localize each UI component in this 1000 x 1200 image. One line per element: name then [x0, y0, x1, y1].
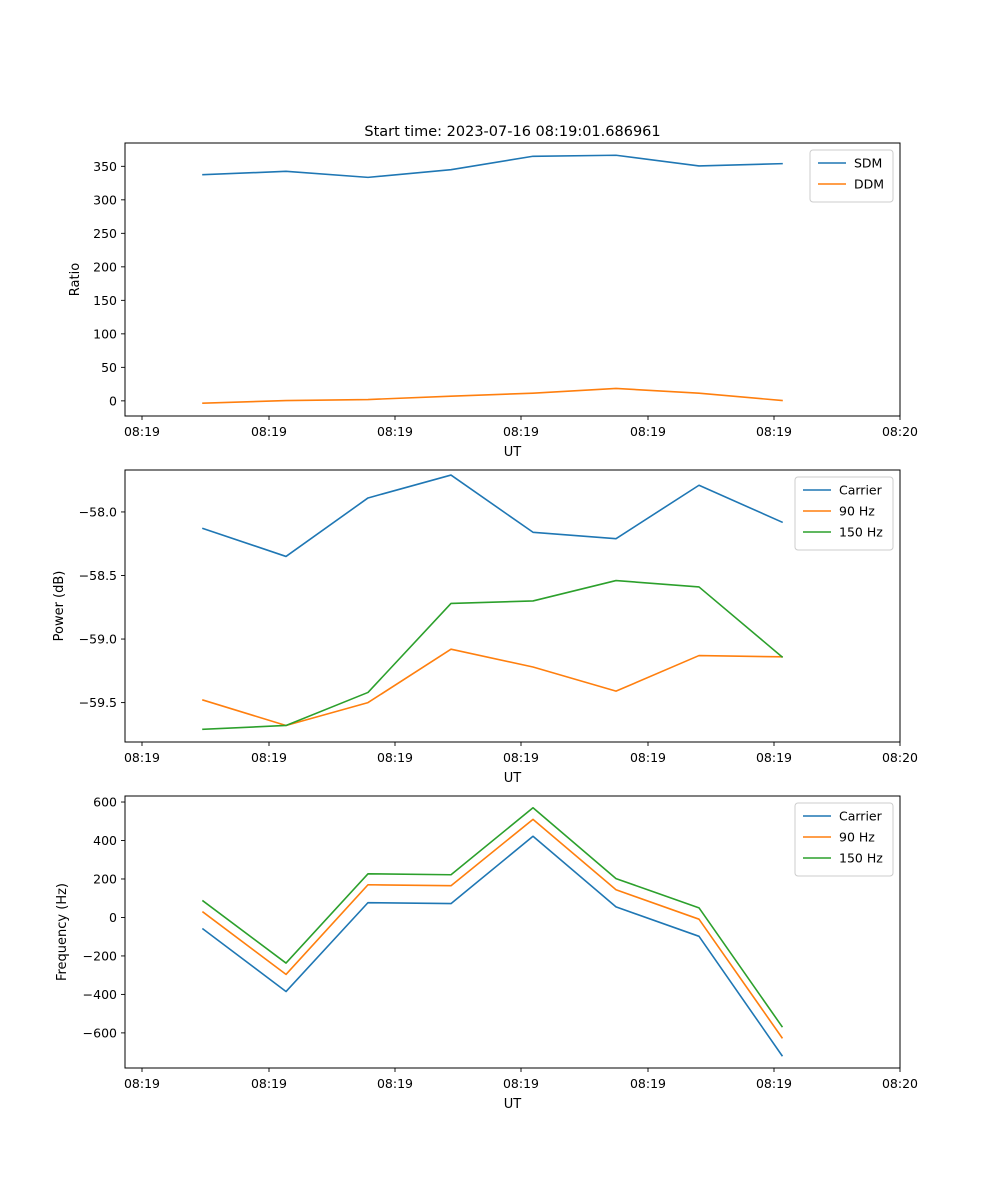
x-tick-label: 08:20 — [882, 750, 918, 765]
y-tick-label: −400 — [83, 987, 117, 1002]
x-tick-label: 08:19 — [251, 1076, 287, 1091]
legend: SDM DDM — [809, 149, 894, 203]
figure-title: Start time: 2023-07-16 08:19:01.686961 — [364, 124, 660, 140]
series-line-sdm — [202, 154, 783, 179]
y-tick-label: 350 — [93, 159, 117, 174]
x-tick-label: 08:19 — [630, 1076, 666, 1091]
series-line-90-hz — [201, 818, 784, 1039]
chart-panel-2: 08:19 08:19 08:19 08:19 08:19 08:19 08:20 −58.0… — [52, 469, 918, 786]
y-tick-label: 0 — [109, 393, 117, 408]
y-axis-label: Power (dB) — [52, 571, 67, 642]
x-tick-label: 08:19 — [124, 424, 160, 439]
x-tick-label: 08:19 — [377, 750, 413, 765]
x-tick-label: 08:19 — [377, 424, 413, 439]
x-tick-label: 08:20 — [882, 1076, 918, 1091]
y-tick-label: 200 — [93, 259, 117, 274]
series-line-150-hz — [201, 806, 784, 1028]
series-line-ddm — [202, 387, 783, 405]
x-tick-label: 08:19 — [124, 750, 160, 765]
legend-label-150-hz: 150 Hz — [839, 525, 883, 540]
legend-label-90-hz: 90 Hz — [839, 504, 875, 519]
y-tick-label: 50 — [101, 360, 117, 375]
x-tick-label: 08:19 — [503, 750, 539, 765]
y-tick-label: 600 — [93, 795, 117, 810]
legend-label-carrier: Carrier — [839, 809, 883, 824]
chart-panel-3: 08:19 08:19 08:19 08:19 08:19 08:19 08:20 600 40… — [55, 795, 918, 1112]
y-tick-label: 200 — [93, 871, 117, 886]
y-tick-label: 0 — [109, 910, 117, 925]
x-axis-label: UT — [504, 445, 522, 460]
series-line-90-hz — [202, 648, 783, 727]
y-tick-label: −59.0 — [79, 632, 117, 647]
x-tick-label: 08:19 — [756, 424, 792, 439]
x-tick-label: 08:19 — [503, 424, 539, 439]
legend: Carrier 90 Hz 150 Hz — [794, 476, 894, 551]
y-tick-label: 150 — [93, 293, 117, 308]
y-tick-label: −58.5 — [79, 568, 117, 583]
legend-label-ddm: DDM — [854, 177, 884, 192]
legend-label-sdm: SDM — [854, 156, 882, 171]
series-line-carrier — [201, 474, 784, 558]
x-tick-label: 08:19 — [251, 750, 287, 765]
chart-panel-1: 08:19 08:19 08:19 08:19 08:19 08:19 08:20 0 50 10… — [68, 142, 918, 460]
x-tick-label: 08:20 — [882, 424, 918, 439]
y-tick-label: 100 — [93, 326, 117, 341]
x-axis-label: UT — [504, 771, 522, 786]
x-tick-label: 08:19 — [630, 750, 666, 765]
x-tick-label: 08:19 — [503, 1076, 539, 1091]
y-tick-label: −200 — [83, 948, 117, 963]
legend-label-90-hz: 90 Hz — [839, 830, 875, 845]
legend: Carrier 90 Hz 150 Hz — [794, 802, 894, 877]
x-tick-label: 08:19 — [630, 424, 666, 439]
y-tick-label: 300 — [93, 192, 117, 207]
x-axis-label: UT — [504, 1097, 522, 1112]
x-tick-label: 08:19 — [251, 424, 287, 439]
x-tick-label: 08:19 — [124, 1076, 160, 1091]
axes-frame — [124, 469, 901, 743]
axes-frame — [124, 142, 901, 417]
y-tick-label: −59.5 — [79, 695, 117, 710]
y-tick-label: −600 — [83, 1025, 117, 1040]
x-tick-label: 08:19 — [377, 1076, 413, 1091]
series-line-carrier — [201, 835, 784, 1057]
y-tick-label: 250 — [93, 226, 117, 241]
series-line-150-hz — [202, 579, 784, 731]
x-tick-label: 08:19 — [756, 1076, 792, 1091]
y-tick-label: 400 — [93, 833, 117, 848]
axes-frame — [124, 795, 901, 1069]
y-axis-label: Frequency (Hz) — [55, 883, 70, 981]
y-axis-label: Ratio — [68, 263, 83, 296]
y-tick-label: −58.0 — [79, 504, 117, 519]
legend-label-carrier: Carrier — [839, 483, 883, 498]
legend-label-150-hz: 150 Hz — [839, 851, 883, 866]
x-tick-label: 08:19 — [756, 750, 792, 765]
